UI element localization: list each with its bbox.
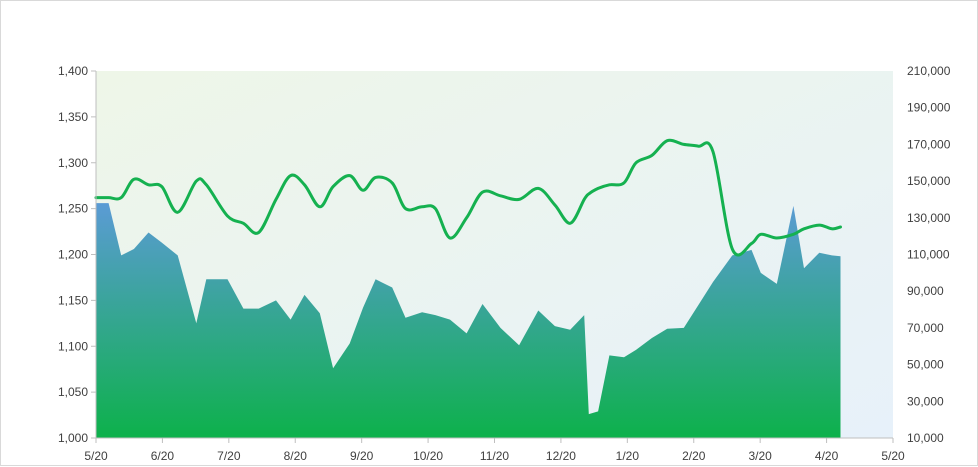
x-tick-label: 10/20	[413, 449, 443, 463]
right-tick-label: 130,000	[907, 211, 951, 225]
x-tick-label: 7/20	[217, 449, 241, 463]
line-series	[94, 138, 842, 257]
left-tick-label: 1,350	[58, 110, 88, 124]
right-tick-label: 30,000	[907, 394, 944, 408]
left-y-axis: 1,000 1,050 1,100 1,150 1,200 1,250 1,300 1,350…	[58, 64, 96, 445]
x-tick-label: 5/20	[881, 449, 905, 463]
right-tick-label: 90,000	[907, 284, 944, 298]
left-tick-label: 1,000	[58, 431, 88, 445]
x-tick-label: 1/20	[616, 449, 640, 463]
x-tick-label: 12/20	[546, 449, 576, 463]
x-tick-label: 2/20	[682, 449, 706, 463]
left-tick-label: 1,300	[58, 156, 88, 170]
x-tick-label: 11/20	[480, 449, 509, 463]
left-tick-label: 1,400	[58, 64, 88, 78]
left-tick-label: 1,200	[58, 248, 88, 262]
left-tick-label: 1,100	[58, 339, 88, 353]
area-series	[96, 203, 841, 438]
right-tick-label: 150,000	[907, 174, 951, 188]
x-tick-label: 4/20	[815, 449, 839, 463]
x-tick-label: 6/20	[151, 449, 175, 463]
right-tick-label: 70,000	[907, 321, 944, 335]
left-tick-label: 1,150	[58, 293, 88, 307]
right-y-axis: 10,000 30,000 50,000 70,000 90,000 110,000 130…	[907, 64, 951, 445]
right-tick-label: 50,000	[907, 358, 944, 372]
area-series-layer	[96, 203, 841, 438]
x-tick-label: 5/20	[84, 449, 108, 463]
x-tick-label: 8/20	[284, 449, 308, 463]
right-tick-label: 210,000	[907, 64, 951, 78]
x-tick-label: 9/20	[350, 449, 374, 463]
x-tick-label: 3/20	[748, 449, 772, 463]
line-series-layer	[94, 138, 842, 257]
right-tick-label: 170,000	[907, 137, 951, 151]
right-tick-label: 190,000	[907, 101, 951, 115]
x-axis: 5/20 6/20 7/20 8/20 9/20 10/20 11/20 12/20 1/20 2…	[84, 438, 905, 463]
left-tick-label: 1,050	[58, 385, 88, 399]
right-tick-label: 10,000	[907, 431, 944, 445]
right-tick-label: 110,000	[907, 248, 950, 262]
left-tick-label: 1,250	[58, 202, 88, 216]
